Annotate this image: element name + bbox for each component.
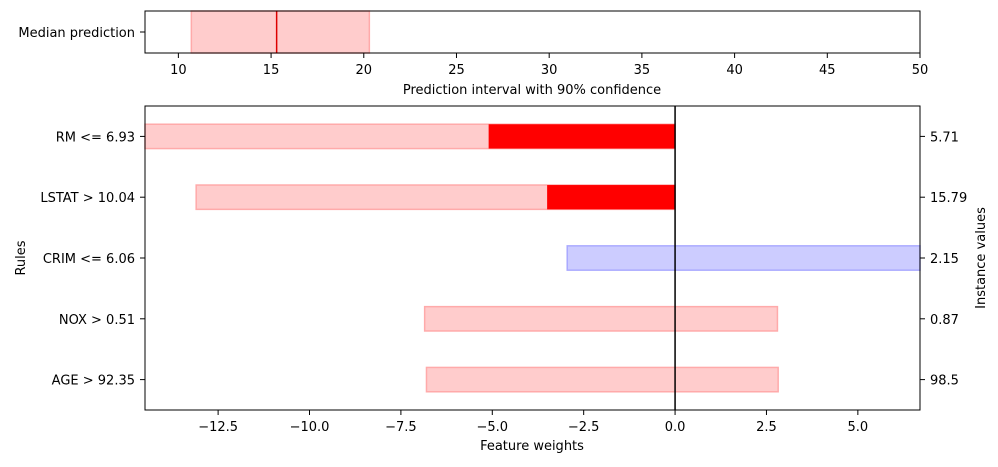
- instance-value-label: 2.15: [930, 252, 959, 267]
- uncertainty-bar: [423, 305, 779, 332]
- uncertainty-bar: [566, 245, 921, 271]
- top-x-tick-label: 20: [356, 63, 373, 78]
- prediction-interval-marks: [190, 10, 371, 54]
- rule-label: CRIM <= 6.06: [43, 252, 135, 267]
- top-x-tick-label: 50: [912, 63, 929, 78]
- rule-ticks: RM <= 6.93 LSTAT > 10.04 CRIM <= 6.06 NOX >…: [40, 130, 145, 389]
- bottom-x-tick-label: −12.5: [198, 420, 238, 435]
- rules-axis-label: Rules: [14, 240, 29, 275]
- instance-value-ticks: 5.71 15.79 2.15 0.87 98.5: [920, 130, 967, 389]
- instance-values-axis-label: Instance values: [974, 207, 989, 309]
- bottom-x-tick-label: −10.0: [290, 420, 330, 435]
- prediction-interval-panel: Median prediction 10 15 20 25 30 35 40 45 50 Pre…: [18, 10, 928, 98]
- top-y-ticks: Median prediction: [18, 26, 145, 41]
- uncertainty-bar: [425, 366, 779, 393]
- top-x-tick-label: 35: [634, 63, 651, 78]
- top-x-tick-label: 30: [541, 63, 558, 78]
- rule-label: AGE > 92.35: [52, 374, 135, 389]
- top-x-tick-label: 25: [448, 63, 465, 78]
- weight-bar: [547, 185, 676, 210]
- top-x-tick-label: 45: [819, 63, 836, 78]
- instance-value-label: 5.71: [930, 130, 959, 145]
- top-y-tick-label: Median prediction: [18, 26, 135, 41]
- top-x-tick-label: 15: [263, 63, 280, 78]
- instance-value-label: 0.87: [930, 313, 959, 328]
- top-x-ticks: 10 15 20 25 30 35 40 45 50: [170, 53, 928, 78]
- rule-label: LSTAT > 10.04: [40, 191, 135, 206]
- bottom-x-tick-label: −5.0: [476, 420, 508, 435]
- bottom-x-tick-label: 2.5: [756, 420, 777, 435]
- bottom-x-axis-label: Feature weights: [480, 439, 584, 454]
- weight-bar: [488, 124, 676, 149]
- bottom-x-tick-label: −2.5: [568, 420, 600, 435]
- bottom-x-tick-label: 0.0: [665, 420, 686, 435]
- rule-label: RM <= 6.93: [56, 130, 135, 145]
- prediction-interval-bar: [190, 10, 371, 54]
- top-x-axis-label: Prediction interval with 90% confidence: [403, 83, 661, 98]
- feature-weight-marks: [144, 106, 921, 410]
- bottom-x-ticks: −12.5 −10.0 −7.5 −5.0 −2.5 0.0 2.5 5.0: [198, 410, 868, 435]
- top-x-tick-label: 10: [170, 63, 187, 78]
- instance-value-label: 98.5: [930, 374, 959, 389]
- bottom-x-tick-label: 5.0: [848, 420, 869, 435]
- feature-weights-panel: RM <= 6.93 LSTAT > 10.04 CRIM <= 6.06 NOX >…: [14, 105, 989, 454]
- bottom-x-tick-label: −7.5: [385, 420, 417, 435]
- top-x-tick-label: 40: [726, 63, 743, 78]
- rule-label: NOX > 0.51: [59, 313, 135, 328]
- instance-value-label: 15.79: [930, 191, 967, 206]
